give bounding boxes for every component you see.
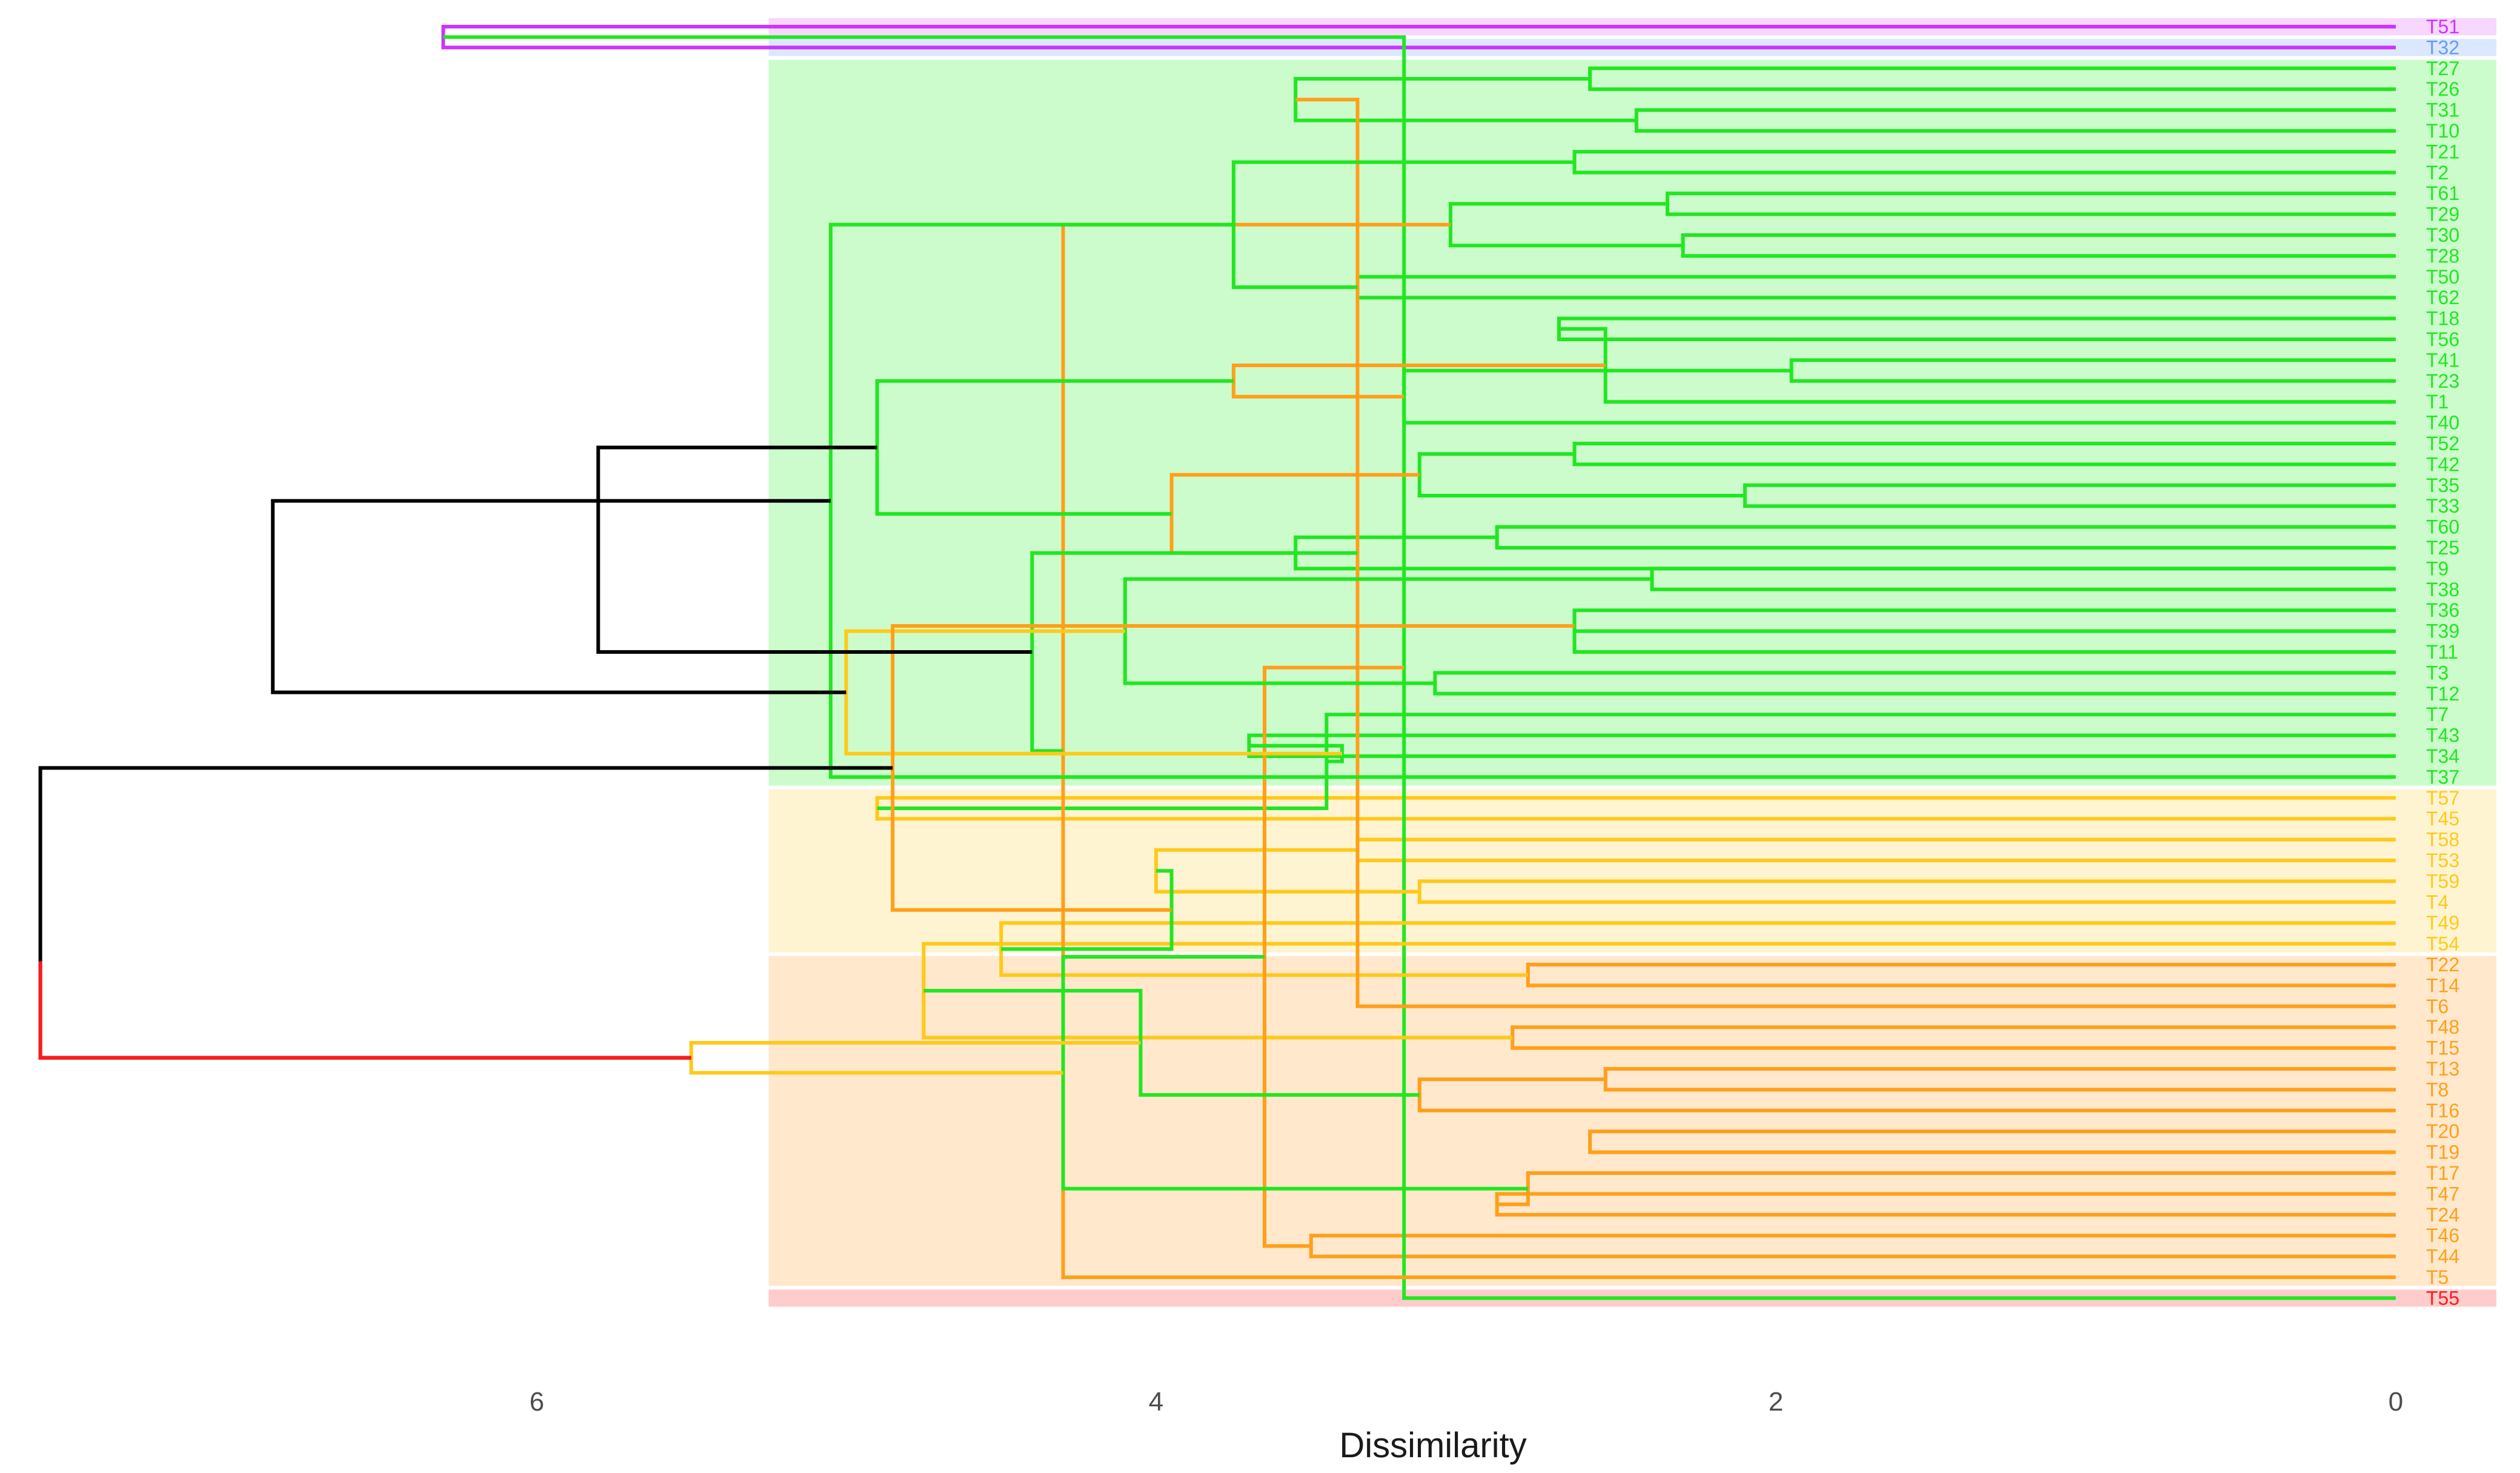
- branch-merge-20: [1603, 1067, 2396, 1092]
- leaf-label-t27: T27: [2426, 58, 2459, 79]
- leaf-label-t44: T44: [2426, 1246, 2459, 1268]
- branch-merge-48: [923, 989, 1420, 1097]
- leaf-label-t1: T1: [2426, 391, 2449, 413]
- leaf-label-t10: T10: [2426, 120, 2459, 142]
- branch-merge-27: [1558, 327, 2396, 404]
- branch-merge-57: [271, 499, 846, 694]
- leaf-label-t52: T52: [2426, 433, 2459, 454]
- leaf-label-t8: T8: [2426, 1079, 2449, 1100]
- leaf-label-t22: T22: [2426, 954, 2459, 976]
- leaf-label-t57: T57: [2426, 787, 2459, 809]
- leaf-label-t59: T59: [2426, 870, 2459, 892]
- leaf-label-t58: T58: [2426, 829, 2459, 851]
- leaf-label-t42: T42: [2426, 453, 2459, 475]
- leaf-label-t17: T17: [2426, 1162, 2459, 1184]
- branch-merge-26: [1448, 202, 1683, 248]
- branch-merge-19: [1511, 1025, 2396, 1050]
- leaf-label-t46: T46: [2426, 1225, 2459, 1246]
- leaf-label-t36: T36: [2426, 599, 2459, 621]
- leaf-label-t14: T14: [2426, 974, 2459, 996]
- tick-label-6: 6: [530, 1387, 544, 1417]
- leaf-label-t54: T54: [2426, 933, 2459, 955]
- leaf-label-t23: T23: [2426, 370, 2459, 392]
- leaf-label-t7: T7: [2426, 703, 2449, 725]
- leaf-label-t49: T49: [2426, 912, 2459, 934]
- leaf-label-t48: T48: [2426, 1016, 2459, 1038]
- leaf-label-t3: T3: [2426, 662, 2449, 683]
- leaf-label-t53: T53: [2426, 850, 2459, 871]
- leaf-label-t32: T32: [2426, 36, 2459, 58]
- leaf-label-t33: T33: [2426, 495, 2459, 517]
- leaf-label-t4: T4: [2426, 891, 2449, 913]
- tick-label-0: 0: [2389, 1387, 2403, 1417]
- branch-merge-21: [1588, 1129, 2396, 1154]
- leaf-label-t34: T34: [2426, 745, 2459, 767]
- leaf-label-t47: T47: [2426, 1183, 2459, 1205]
- dendrogram-branches: [38, 25, 2396, 1300]
- leaf-label-t15: T15: [2426, 1037, 2459, 1059]
- leaf-label-t11: T11: [2426, 641, 2458, 663]
- leaf-label-t13: T13: [2426, 1058, 2459, 1080]
- branch-merge-44: [1231, 160, 1575, 289]
- leaf-label-t50: T50: [2426, 266, 2459, 288]
- branch-merge-52: [828, 222, 2396, 779]
- x-axis: 6 4 2 0 Dissimilarity: [530, 1387, 2403, 1465]
- branch-root-lower: [38, 961, 691, 1060]
- branch-merge-31: [1572, 608, 2396, 642]
- leaf-label-t16: T16: [2426, 1100, 2459, 1122]
- tick-label-2: 2: [1769, 1387, 1783, 1417]
- leaf-label-t60: T60: [2426, 516, 2459, 538]
- leaf-label-t18: T18: [2426, 308, 2459, 330]
- leaf-label-t19: T19: [2426, 1142, 2459, 1163]
- leaf-label-t29: T29: [2426, 204, 2459, 225]
- cluster-bands: [768, 18, 2496, 1307]
- band-cluster-4: [768, 789, 2496, 953]
- leaf-label-t55: T55: [2426, 1287, 2459, 1309]
- leaf-label-t61: T61: [2426, 182, 2459, 204]
- leaf-label-t6: T6: [2426, 996, 2449, 1017]
- leaf-label-t20: T20: [2426, 1120, 2459, 1142]
- leaf-label-t30: T30: [2426, 224, 2459, 246]
- leaf-label-t62: T62: [2426, 287, 2459, 308]
- branch-merge-33: [877, 713, 2396, 810]
- leaf-label-t41: T41: [2426, 349, 2459, 371]
- x-axis-title: Dissimilarity: [1339, 1426, 1526, 1465]
- leaf-label-t26: T26: [2426, 78, 2459, 100]
- leaf-label-t9: T9: [2426, 557, 2449, 579]
- leaf-label-t37: T37: [2426, 766, 2459, 788]
- leaf-label-t40: T40: [2426, 412, 2459, 434]
- tick-label-4: 4: [1149, 1387, 1163, 1417]
- leaf-label-t35: T35: [2426, 474, 2459, 496]
- leaf-label-t51: T51: [2426, 16, 2459, 38]
- leaf-label-t45: T45: [2426, 808, 2459, 830]
- leaf-labels: T51T32T27T26T31T10T21T2T61T29T30T28T50T6…: [2426, 16, 2459, 1309]
- leaf-label-t5: T5: [2426, 1266, 2449, 1288]
- band-cluster-5: [768, 956, 2496, 1286]
- leaf-label-t31: T31: [2426, 99, 2459, 121]
- leaf-label-t39: T39: [2426, 620, 2459, 642]
- leaf-label-t38: T38: [2426, 579, 2459, 600]
- leaf-label-t56: T56: [2426, 328, 2459, 350]
- branch-merge-40: [1295, 98, 2396, 1008]
- leaf-label-t28: T28: [2426, 245, 2459, 267]
- branch-merge-4: [1665, 191, 2396, 216]
- leaf-label-t25: T25: [2426, 537, 2459, 559]
- leaf-label-t24: T24: [2426, 1204, 2459, 1226]
- branch-merge-42: [1231, 364, 1606, 399]
- branch-merge-56: [596, 445, 1032, 654]
- leaf-label-t12: T12: [2426, 683, 2459, 705]
- leaf-label-t43: T43: [2426, 725, 2459, 746]
- leaf-label-t2: T2: [2426, 162, 2449, 184]
- leaf-label-t21: T21: [2426, 141, 2459, 162]
- branch-merge-58: [38, 766, 893, 1060]
